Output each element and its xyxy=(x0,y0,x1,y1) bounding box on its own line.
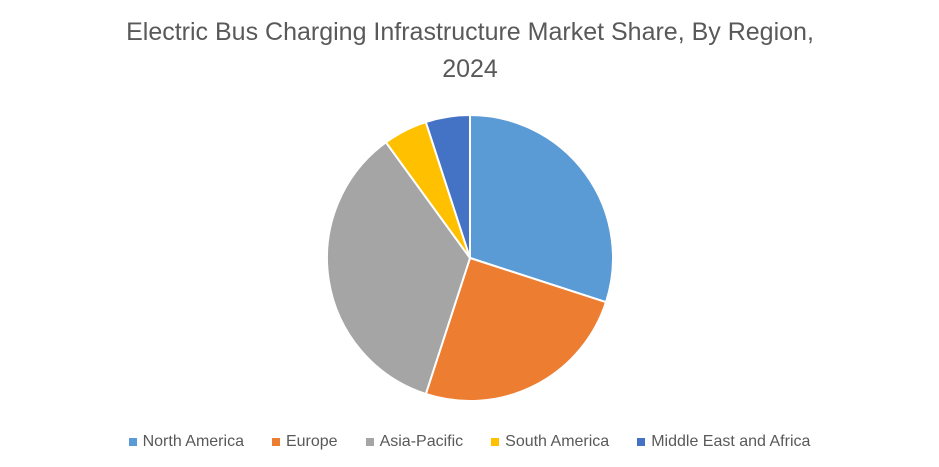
legend-item-europe: Europe xyxy=(271,433,338,451)
pie-slice-middle-east-and-africa xyxy=(424,113,471,259)
legend-swatch-europe xyxy=(271,438,280,446)
chart-legend: North America Europe Asia-Pacific South Ame… xyxy=(0,433,939,451)
legend-swatch-asia-pacific xyxy=(365,438,374,446)
chart-title: Electric Bus Charging Infrastructure Mar… xyxy=(126,18,814,83)
legend-label-north-america: North America xyxy=(142,433,244,450)
legend-swatch-middle-east-and-africa xyxy=(637,438,646,446)
pie-slice-north-america xyxy=(469,113,614,304)
pie-slice-asia-pacific xyxy=(326,140,472,396)
legend-item-middle-east-and-africa: Middle East and Africa xyxy=(637,433,810,451)
legend-label-south-america: South America xyxy=(505,433,610,450)
legend-label-asia-pacific: Asia-Pacific xyxy=(379,433,464,450)
legend-item-north-america: North America xyxy=(128,433,244,451)
legend-item-south-america: South America xyxy=(491,433,609,451)
legend-label-europe: Europe xyxy=(285,433,338,450)
legend-swatch-south-america xyxy=(491,438,500,446)
legend-label-middle-east-and-africa: Middle East and Africa xyxy=(651,433,811,450)
legend-swatch-north-america xyxy=(128,438,137,446)
legend-item-asia-pacific: Asia-Pacific xyxy=(365,433,464,451)
pie-slice-europe xyxy=(424,256,608,402)
